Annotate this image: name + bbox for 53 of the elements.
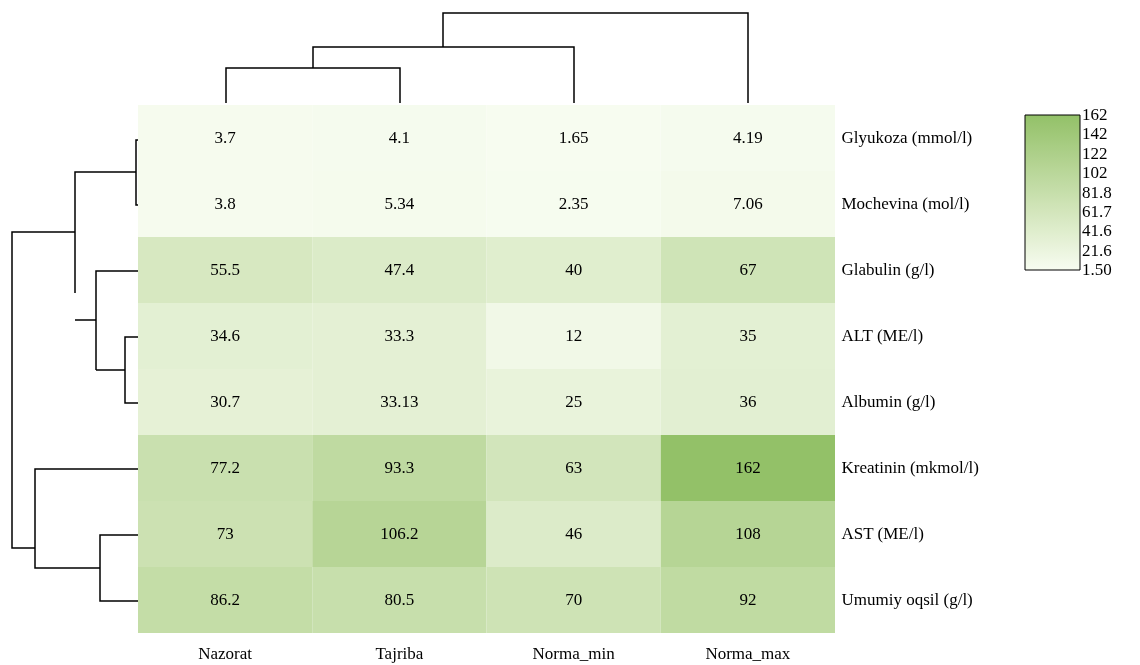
- x-tick-label: Nazorat: [198, 643, 253, 663]
- data-label: 46: [565, 524, 583, 543]
- data-label: 5.34: [384, 194, 415, 213]
- data-label: 40: [565, 260, 583, 279]
- x-tick-label: Tajriba: [375, 643, 424, 663]
- data-label: 33.13: [380, 392, 419, 411]
- color-bar-label: 1.50: [1082, 260, 1112, 279]
- y-tick-label: Glabulin (g/l): [841, 260, 935, 279]
- y-tick-label: Albumin (g/l): [841, 392, 936, 411]
- color-bar-label: 162: [1082, 105, 1108, 124]
- color-bar-label: 102: [1082, 163, 1108, 183]
- data-label: 63: [565, 458, 583, 477]
- data-label: 12: [565, 326, 583, 345]
- data-label: 80.5: [384, 590, 415, 609]
- data-label: 25: [565, 392, 583, 411]
- data-label: 162: [735, 458, 761, 477]
- data-label: 36: [739, 392, 757, 411]
- y-tick-label: Glyukoza (mmol/l): [841, 128, 973, 147]
- data-label: 7.06: [733, 194, 763, 213]
- data-label: 108: [735, 524, 761, 543]
- color-bar-label: 41.6: [1082, 221, 1112, 241]
- data-label: 70: [565, 590, 583, 609]
- color-bar-label: 122: [1082, 143, 1108, 163]
- data-label: 3.8: [214, 194, 236, 213]
- y-tick-label: AST (ME/l): [841, 524, 924, 543]
- x-tick-label: Norma_min: [532, 643, 616, 663]
- data-label: 73: [216, 524, 234, 543]
- y-tick-label: Umumiy oqsil (g/l): [841, 590, 973, 609]
- data-label: 55.5: [210, 260, 240, 279]
- data-label: 35: [739, 326, 757, 345]
- y-tick-label: Kreatinin (mkmol/l): [841, 458, 979, 477]
- y-tick-label: Mochevina (mol/l): [841, 194, 970, 213]
- color-bar-label: 61.7: [1082, 201, 1113, 221]
- data-label: 34.6: [210, 326, 240, 345]
- data-label: 4.19: [733, 128, 763, 147]
- data-label: 33.3: [384, 326, 415, 345]
- data-label: 47.4: [384, 260, 415, 279]
- data-label: 2.35: [558, 194, 589, 213]
- data-label: 4.1: [388, 128, 410, 147]
- y-tick-label: ALT (ME/l): [841, 326, 924, 345]
- color-bar-label: 142: [1082, 124, 1108, 144]
- data-label: 106.2: [380, 524, 419, 543]
- data-label: 86.2: [210, 590, 240, 609]
- data-label: 1.65: [558, 128, 589, 147]
- color-bar-label: 81.8: [1082, 182, 1112, 202]
- data-label: 93.3: [384, 458, 415, 477]
- data-label: 67: [739, 260, 757, 279]
- data-label: 77.2: [210, 458, 240, 477]
- x-tick-label: Norma_max: [705, 643, 791, 663]
- color-bar-label: 21.6: [1082, 240, 1112, 260]
- data-label: 92: [739, 590, 757, 609]
- data-label: 30.7: [210, 392, 241, 411]
- data-label: 3.7: [214, 128, 237, 147]
